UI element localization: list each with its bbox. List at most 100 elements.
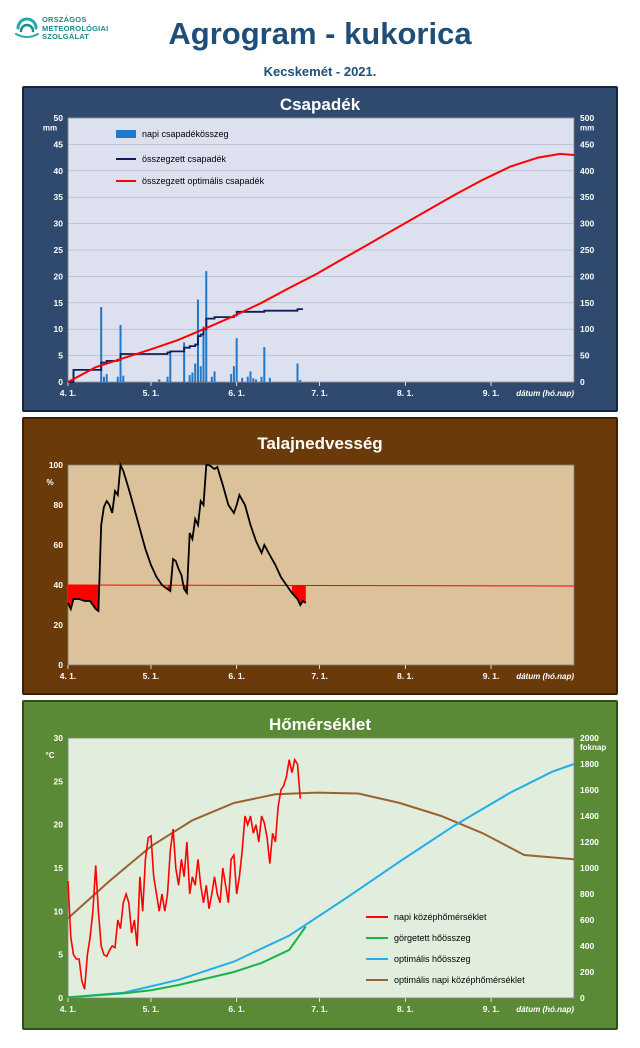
- precip-bar: [246, 376, 249, 382]
- precip-bar: [183, 342, 186, 382]
- precip-bar: [268, 377, 271, 382]
- precipitation-panel: Csapadék 0 5 10 15 20 25 30 35 40 45 50 0 50 100 150 200…: [22, 86, 618, 412]
- y-right-tick-label: 450: [580, 139, 594, 149]
- y-left-tick-label: 0: [58, 993, 63, 1003]
- y-left-tick-label: 50: [54, 113, 64, 123]
- y-left-tick-label: 20: [54, 620, 64, 630]
- y-right-tick-label: 300: [580, 219, 594, 229]
- soil-moisture-panel: Talajnedvesség 0 20 40 60 80 100% 4. 1. 5. 1. 6. …: [22, 417, 618, 695]
- y-right-tick-label: 50: [580, 351, 590, 361]
- logo-line: METEOROLÓGIAI: [42, 23, 109, 33]
- daily-mean-temp-line: [67, 757, 302, 990]
- y-left-tick-label: 35: [54, 192, 64, 202]
- y-left-unit: °C: [46, 751, 55, 760]
- logo-text: ORSZÁGOS METEOROLÓGIAI SZOLGÁLAT: [42, 15, 109, 42]
- temperature-chart: Hőmérséklet 0 5 10 15 20 25 30 0 200 400 600 800 1000…: [46, 715, 607, 1014]
- precipitation-chart: Csapadék05101520253035404550050100150200…: [43, 95, 595, 398]
- y-left-tick-label: 80: [54, 500, 64, 510]
- y-left-tick-label: 30: [54, 219, 64, 229]
- x-tick-label: 6. 1.: [228, 388, 245, 398]
- y-left-tick-label: 20: [54, 271, 64, 281]
- x-tick-label: 9. 1.: [483, 1004, 500, 1014]
- x-axis-title: dátum (hó.nap): [516, 389, 574, 398]
- precip-bar: [188, 375, 191, 382]
- page-subtitle: Kecskemét - 2021.: [263, 64, 377, 79]
- x-tick-label: 4. 1.: [60, 671, 77, 681]
- x-axis-title: dátum (hó.nap): [516, 672, 574, 681]
- y-left-tick-label: 40: [54, 166, 64, 176]
- y-left-tick-label: 10: [54, 906, 64, 916]
- x-tick-label: 8. 1.: [397, 388, 414, 398]
- x-axis-title: dátum (hó.nap): [516, 1005, 574, 1014]
- legend-swatch-bar: [116, 130, 136, 138]
- y-left-tick-label: 30: [54, 733, 64, 743]
- x-tick-label: 9. 1.: [483, 671, 500, 681]
- y-left-tick-label: 5: [58, 351, 63, 361]
- y-right-tick-label: 1600: [580, 785, 599, 795]
- y-left-tick-label: 15: [54, 863, 64, 873]
- precip-bar: [230, 374, 233, 382]
- precip-bar: [232, 366, 235, 382]
- y-right-tick-label: 0: [580, 377, 585, 387]
- optimal-cumulative-precip-line: [67, 152, 575, 383]
- precip-bar: [255, 379, 258, 382]
- precip-bar: [249, 371, 252, 382]
- y-left-tick-label: 15: [54, 298, 64, 308]
- x-tick-label: 5. 1.: [143, 1004, 160, 1014]
- precip-bar: [102, 376, 105, 382]
- x-tick-label: 7. 1.: [311, 671, 328, 681]
- rolled-heat-sum-line: [67, 925, 307, 999]
- logo-line: SZOLGÁLAT: [42, 32, 90, 41]
- chart-title: Talajnedvesség: [257, 434, 382, 453]
- precip-bar: [263, 347, 266, 382]
- y-right-tick-label: 200: [580, 967, 594, 977]
- legend-label: optimális napi középhőmérséklet: [394, 975, 525, 985]
- y-left-tick-label: 40: [54, 580, 64, 590]
- precip-bar: [122, 375, 125, 382]
- legend-label: görgetett hőösszeg: [394, 933, 471, 943]
- y-right-tick-label: 150: [580, 298, 594, 308]
- y-right-tick-label: 100: [580, 324, 594, 334]
- temperature-panel: Hőmérséklet 0 5 10 15 20 25 30 0 200 400 600 800 1000…: [22, 700, 618, 1030]
- x-tick-label: 8. 1.: [397, 671, 414, 681]
- y-left-unit: mm: [43, 123, 57, 132]
- x-tick-label: 6. 1.: [228, 671, 245, 681]
- x-tick-label: 9. 1.: [483, 388, 500, 398]
- x-tick-label: 5. 1.: [143, 671, 160, 681]
- chart-title: Hőmérséklet: [269, 715, 371, 734]
- x-tick-label: 5. 1.: [143, 388, 160, 398]
- y-left-tick-label: 45: [54, 139, 64, 149]
- y-right-tick-label: 200: [580, 271, 594, 281]
- precip-bar: [202, 326, 205, 382]
- precip-bar: [213, 371, 216, 382]
- plot-area: [67, 737, 575, 999]
- precip-bar: [199, 366, 202, 382]
- precip-bar: [191, 372, 194, 382]
- y-right-tick-label: 1400: [580, 811, 599, 821]
- precip-bar: [166, 376, 169, 382]
- legend-label: optimális hőösszeg: [394, 954, 471, 964]
- moisture-deficit-area: [68, 585, 99, 611]
- legend-label: összegzett optimális csapadék: [142, 176, 265, 186]
- y-right-tick-label: 1200: [580, 837, 599, 847]
- legend-label: összegzett csapadék: [142, 154, 227, 164]
- precip-bar: [296, 363, 299, 382]
- y-right-tick-label: 400: [580, 941, 594, 951]
- y-left-tick-label: 0: [58, 660, 63, 670]
- omsz-logo-icon: [15, 17, 39, 38]
- y-right-tick-label: 0: [580, 993, 585, 1003]
- soil-moisture-line: [67, 461, 307, 613]
- optimal-threshold-line: [67, 584, 575, 587]
- logo-line: ORSZÁGOS: [42, 15, 87, 24]
- y-right-tick-label: 500: [580, 113, 594, 123]
- y-right-tick-label: 400: [580, 166, 594, 176]
- soil-moisture-chart: Talajnedvesség 0 20 40 60 80 100% 4. 1. 5. 1. 6. …: [46, 434, 575, 681]
- precip-bar: [105, 374, 108, 382]
- precip-bar: [100, 307, 103, 382]
- precip-bar: [252, 378, 255, 382]
- chart-title: Csapadék: [280, 95, 361, 114]
- y-left-tick-label: 0: [58, 377, 63, 387]
- y-right-tick-label: 1000: [580, 863, 599, 873]
- y-left-tick-label: 5: [58, 950, 63, 960]
- x-tick-label: 7. 1.: [311, 1004, 328, 1014]
